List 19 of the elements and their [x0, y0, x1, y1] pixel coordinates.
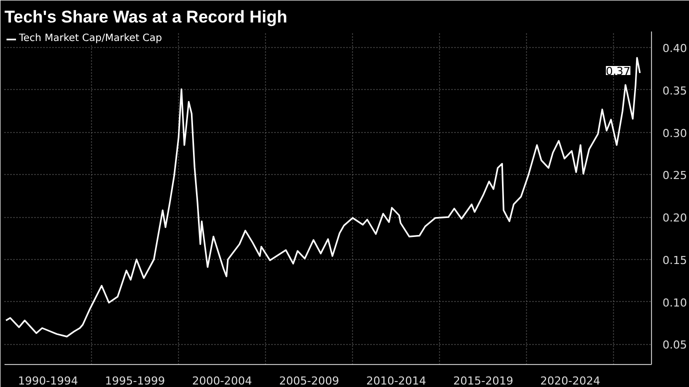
x-tick-label: 2010-2014 [366, 374, 426, 387]
x-tick-label: 1990-1994 [18, 374, 78, 387]
y-tick-label: 0.10 [662, 296, 687, 310]
x-tick-label: 1995-1999 [105, 374, 166, 387]
y-tick-label: 0.30 [662, 126, 687, 140]
y-tick-label: 0.40 [662, 42, 687, 56]
x-tick-label: 2005-2009 [279, 374, 340, 387]
x-tick-label: 2020-2024 [540, 374, 600, 387]
chart-title: Tech's Share Was at a Record High [4, 8, 288, 26]
y-tick-label: 0.15 [662, 254, 687, 267]
annotation: 0.37 [606, 65, 630, 78]
x-tick-label: 2000-2004 [192, 374, 252, 387]
x-tick-label: 2015-2019 [453, 374, 514, 387]
y-tick-label: 0.20 [662, 212, 687, 225]
y-tick-label: 0.25 [662, 169, 687, 182]
line-series [5, 56, 641, 338]
y-tick-label: 0.05 [662, 338, 687, 352]
y-tick-label: 0.35 [662, 84, 687, 98]
legend-label: Tech Market Cap/Market Cap [19, 33, 162, 44]
